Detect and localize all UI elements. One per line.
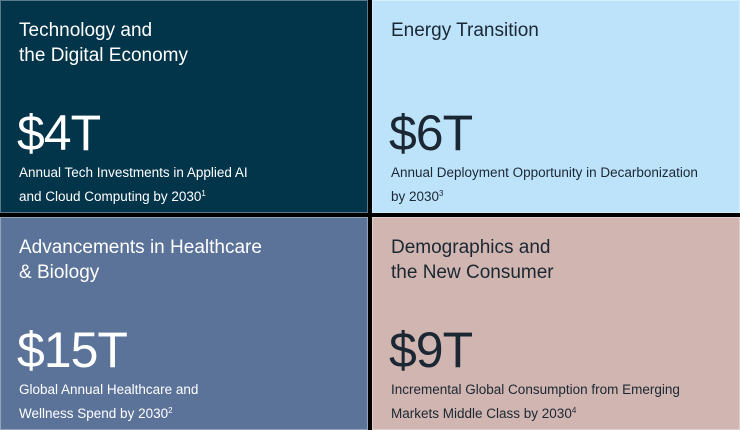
panel-description: Annual Deployment Opportunity in Decarbo… [391, 165, 698, 204]
panel-title: Demographics and the New Consumer [391, 237, 554, 283]
panel-description: Annual Tech Investments in Applied AI and… [19, 165, 248, 204]
panel-title: Advancements in Healthcare & Biology [19, 237, 262, 283]
panel-value: $9T [389, 322, 473, 378]
panel-title: Energy Transition [391, 20, 539, 41]
panel-energy: Energy Transition $6T Annual Deployment … [372, 0, 740, 213]
footnote: 1 [201, 189, 206, 198]
panel-technology: Technology and the Digital Economy $4T An… [0, 0, 368, 213]
panel-value: $4T [17, 105, 101, 161]
panel-value: $6T [389, 105, 473, 161]
footnote: 2 [168, 406, 173, 415]
panel-healthcare: Advancements in Healthcare & Biology $15T… [0, 217, 368, 430]
panel-demographics: Demographics and the New Consumer $9T Inc… [372, 217, 740, 430]
panel-description: Global Annual Healthcare and Wellness Spe… [19, 382, 199, 421]
panel-value: $15T [17, 322, 128, 378]
panel-description: Incremental Global Consumption from Emer… [391, 382, 680, 421]
panel-title: Technology and the Digital Economy [19, 20, 188, 66]
footnote: 3 [439, 189, 444, 198]
footnote: 4 [571, 406, 577, 415]
